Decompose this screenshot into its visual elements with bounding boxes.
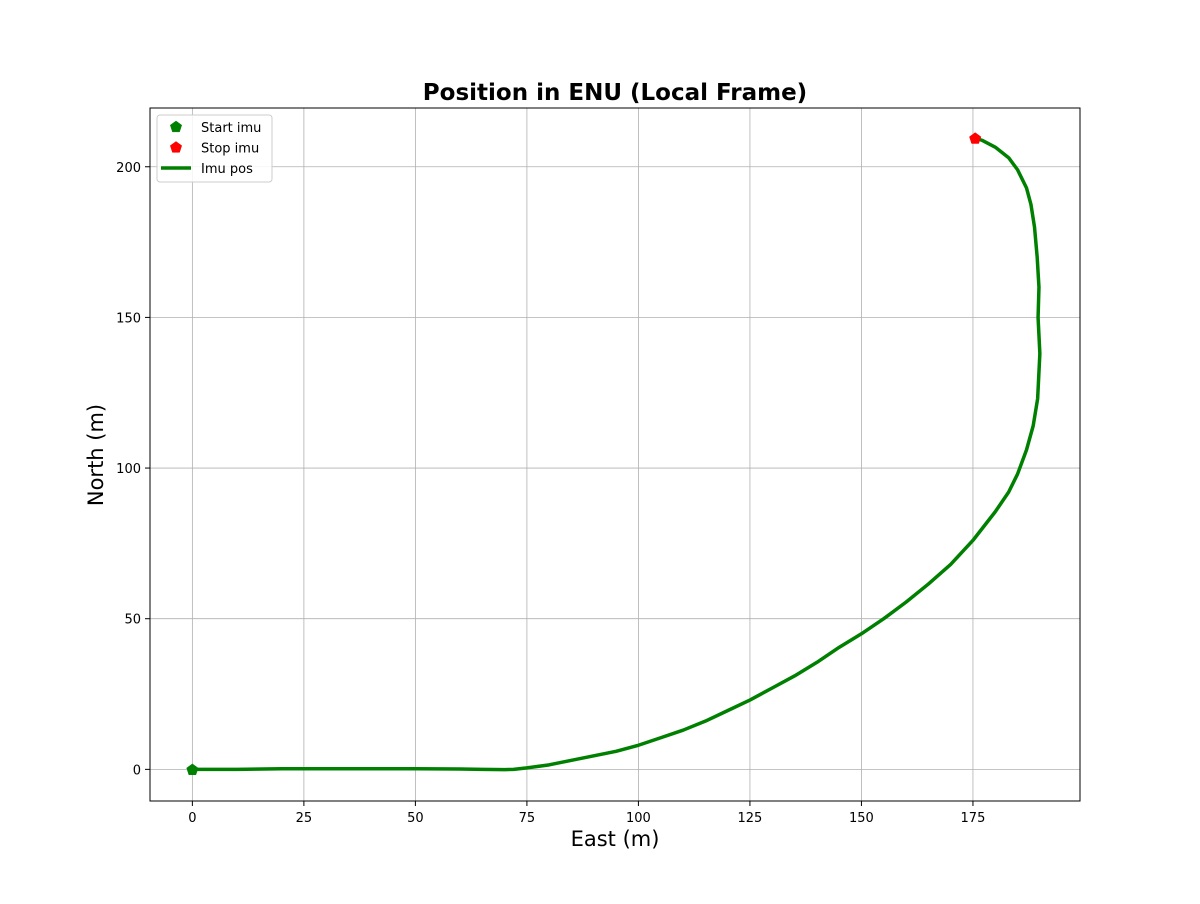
legend-start-imu-label: Start imu [201, 121, 261, 136]
x-tick-label: 0 [188, 811, 196, 826]
axis-ticks: 0 25 50 75 100 125 150 175 0 50 100 150 200 [116, 161, 985, 826]
y-tick-label: 200 [116, 161, 141, 176]
x-tick-label: 75 [519, 811, 536, 826]
grid-lines [150, 108, 1080, 801]
plot-data [186, 132, 1042, 775]
y-axis-label: North (m) [84, 404, 108, 506]
x-tick-label: 50 [407, 811, 424, 826]
x-tick-label: 25 [296, 811, 313, 826]
x-tick-label: 150 [849, 811, 874, 826]
legend-start-imu-swatch [169, 120, 183, 133]
plot-area-frame [149, 107, 1081, 802]
stop-imu-marker [969, 132, 982, 144]
x-tick-label: 175 [961, 811, 986, 826]
y-tick-label: 150 [116, 311, 141, 326]
legend: Start imu Stop imu Imu pos [156, 114, 273, 183]
x-tick-label: 100 [626, 811, 651, 826]
x-axis-label: East (m) [571, 827, 660, 851]
imu-pos-line [190, 136, 1042, 772]
legend-stop-imu-swatch [169, 141, 183, 153]
chart-title: Position in ENU (Local Frame) [423, 80, 807, 106]
y-tick-label: 50 [124, 613, 141, 628]
legend-box [156, 114, 273, 183]
legend-imu-pos-label: Imu pos [201, 162, 253, 177]
y-tick-label: 100 [116, 462, 141, 477]
legend-stop-imu-label: Stop imu [201, 142, 259, 157]
start-imu-marker [186, 763, 199, 775]
x-tick-label: 125 [738, 811, 763, 826]
y-tick-label: 0 [133, 763, 141, 778]
